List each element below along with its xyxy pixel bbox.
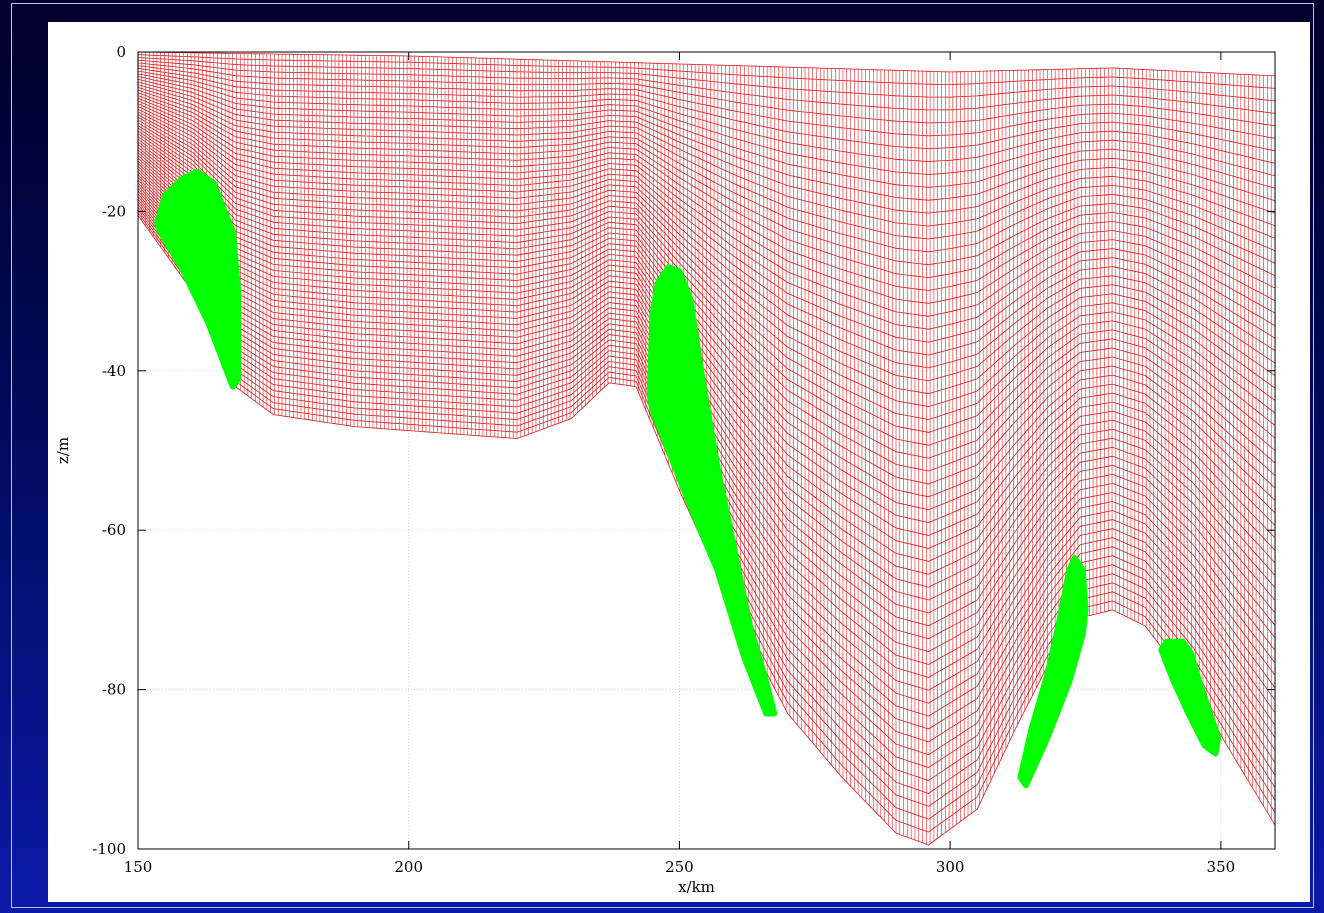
mesh-sigma-level xyxy=(137,149,1276,536)
mesh-sigma-level xyxy=(137,65,1276,139)
slide-frame xyxy=(11,3,1314,908)
mesh-sigma-level xyxy=(137,117,1276,382)
mesh-sigma-level xyxy=(137,62,1276,127)
mesh-sigma-level xyxy=(137,67,1276,152)
mesh-sigma-level xyxy=(137,87,1276,240)
y-tick-label: -20 xyxy=(102,202,126,220)
mesh-sigma-level xyxy=(137,103,1276,317)
mesh-sigma-level xyxy=(137,81,1276,214)
green-regions xyxy=(154,168,1222,789)
mesh-sigma-level xyxy=(137,84,1276,227)
mesh-sigma-level xyxy=(137,155,1276,562)
y-tick-label: -80 xyxy=(102,681,126,699)
green-region-4 xyxy=(1158,638,1222,757)
y-tick-label: -40 xyxy=(102,362,126,380)
mesh-sigma-level xyxy=(137,106,1276,330)
x-tick-label: 350 xyxy=(1207,858,1236,876)
mesh-sigma-level xyxy=(137,127,1276,433)
mesh-sigma-level xyxy=(137,100,1276,304)
green-region-2 xyxy=(646,264,778,717)
mesh-sigma-level xyxy=(137,73,1276,177)
x-tick-label: 200 xyxy=(394,858,423,876)
plot-frame xyxy=(137,51,1276,850)
mesh-sigma-level xyxy=(137,92,1276,266)
mesh-sigma-level xyxy=(137,141,1276,498)
y-tick-label: 0 xyxy=(116,43,126,61)
mesh-sigma-level xyxy=(137,146,1276,524)
green-region-3 xyxy=(1017,555,1089,789)
mesh-sigma-level xyxy=(137,95,1276,279)
mesh-sigma-level xyxy=(137,157,1276,575)
y-tick-label: -60 xyxy=(102,521,126,539)
x-tick-label: 150 xyxy=(124,858,153,876)
y-tick-label: -100 xyxy=(92,840,126,858)
mesh-sigma-level xyxy=(137,111,1276,356)
mesh-sigma-level xyxy=(137,138,1276,485)
plot-panel: 150 200 250 300 350 0 -20 -40 -60 -80 -100 x/km z/m xyxy=(48,22,1310,902)
mesh-sigma-level xyxy=(137,122,1276,408)
mesh-sigma-level xyxy=(137,57,1276,102)
mesh-sigma-level xyxy=(137,119,1276,395)
mesh-sigma-level xyxy=(137,97,1276,291)
mesh-sigma-level xyxy=(137,133,1276,459)
x-axis-label: x/km xyxy=(678,878,715,896)
mesh-sigma-level xyxy=(137,136,1276,472)
mesh-sigma-level xyxy=(137,59,1276,114)
x-tick-label: 250 xyxy=(665,858,694,876)
chart-svg: 150 200 250 300 350 0 -20 -40 -60 -80 -100 x/km z/m xyxy=(54,43,1276,896)
mesh-sigma-level xyxy=(137,144,1276,511)
y-axis-ticks: 0 -20 -40 -60 -80 -100 xyxy=(92,43,1275,858)
green-region-1 xyxy=(154,168,242,390)
mesh-sigma-level xyxy=(137,130,1276,446)
mesh-sigma-level xyxy=(137,76,1276,189)
mesh-sigma-level xyxy=(137,108,1276,343)
mesh-sigma-level xyxy=(137,89,1276,253)
mesh-sigma-level xyxy=(137,152,1276,549)
x-axis-ticks: 150 200 250 300 350 xyxy=(124,52,1235,876)
mesh-sigma-level xyxy=(137,78,1276,202)
x-tick-label: 300 xyxy=(936,858,965,876)
mesh-sigma-level xyxy=(137,70,1276,164)
mesh-sigma-level xyxy=(137,51,1276,77)
mesh-sigma-level xyxy=(137,125,1276,420)
y-axis-label: z/m xyxy=(54,437,72,464)
mesh-sigma-level xyxy=(137,114,1276,369)
mesh-sigma-level xyxy=(137,54,1276,89)
